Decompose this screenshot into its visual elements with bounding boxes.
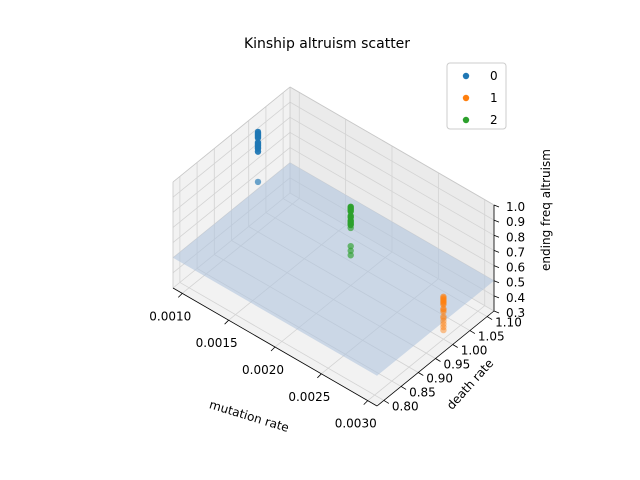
z-tick-mark [493, 310, 500, 314]
y-tick-label: 1.05 [478, 330, 505, 344]
data-point-series-2 [347, 224, 354, 232]
z-tick-mark [493, 280, 500, 284]
legend-marker [462, 72, 470, 80]
pane-edge [289, 86, 495, 206]
data-point-series-1 [440, 308, 447, 316]
z-tick-label: 0.9 [506, 215, 525, 229]
x-tick-label: 0.0010 [149, 309, 191, 323]
data-point-series-2 [347, 252, 354, 259]
data-point-series-1 [440, 326, 447, 334]
z-tick-label: 0.6 [506, 261, 525, 275]
data-point-series-1 [440, 305, 447, 313]
data-point-series-1 [440, 323, 447, 331]
data-point-series-1 [440, 314, 447, 322]
y-tick-mark [469, 330, 476, 334]
x-tick-mark [270, 346, 276, 352]
x-tick-label: 0.0025 [288, 390, 330, 404]
legend-marker [462, 94, 470, 102]
z-tick-mark [493, 250, 500, 253]
z-tick-label: 0.7 [506, 245, 525, 259]
data-point-series-2 [347, 247, 354, 254]
z-gridline [172, 147, 291, 243]
z-axis-label: ending freq altruism [539, 149, 553, 271]
x-tick-label: 0.0020 [242, 363, 284, 377]
z-tick-label: 0.8 [506, 230, 525, 244]
data-point-series-0 [254, 134, 262, 142]
data-point-series-1 [440, 313, 447, 320]
z-tick-label: 0.4 [506, 291, 525, 305]
x-tick-label: 0.0030 [335, 417, 377, 431]
pane-edge [172, 86, 291, 183]
z-tick-mark [493, 219, 500, 223]
z-gridline [289, 101, 495, 221]
y-tick-mark [452, 344, 458, 348]
z-gridline [289, 147, 495, 266]
x-tick-mark [363, 400, 369, 405]
y-tick-mark [383, 400, 390, 404]
data-point-series-1 [440, 320, 447, 328]
y-tick-mark [486, 316, 493, 320]
x-tick-mark [224, 319, 229, 325]
y-tick-label: 0.90 [426, 371, 453, 385]
data-point-series-1 [440, 307, 447, 314]
y-tick-mark [400, 386, 407, 390]
legend-marker [462, 116, 470, 124]
legend-label: 1 [490, 91, 498, 105]
z-tick-mark [493, 204, 500, 208]
legend-label: 2 [490, 113, 498, 127]
z-tick-mark [493, 234, 500, 238]
data-point-series-2 [347, 242, 354, 250]
z-tick-mark [493, 265, 500, 268]
z-gridline [289, 116, 495, 236]
z-gridline [172, 101, 291, 198]
z-tick-mark [493, 295, 500, 299]
y-gridline [179, 282, 385, 401]
y-tick-mark [435, 358, 441, 362]
data-point-series-2 [347, 208, 354, 215]
y-tick-label: 1.10 [495, 316, 522, 330]
z-tick-label: 1.0 [506, 200, 525, 214]
z-gridline [289, 132, 495, 251]
fitted-plane [173, 162, 494, 376]
y-tick-label: 0.85 [409, 385, 436, 399]
legend-label: 0 [490, 69, 498, 83]
z-tick-label: 0.5 [506, 276, 525, 290]
data-point-series-0 [254, 148, 262, 155]
y-tick-label: 0.80 [392, 399, 419, 413]
y-tick-label: 1.00 [461, 344, 488, 358]
x-tick-label: 0.0015 [196, 336, 238, 350]
chart-title: Kinship altruism scatter [244, 36, 410, 52]
x-tick-mark [177, 293, 183, 298]
data-point-series-0 [254, 178, 262, 186]
legend-box [446, 62, 507, 130]
z-gridline [172, 132, 291, 228]
y-tick-label: 0.95 [444, 358, 471, 372]
x-tick-mark [317, 373, 322, 379]
z-gridline [172, 116, 291, 213]
data-point-series-1 [440, 317, 447, 325]
data-point-series-1 [440, 301, 447, 308]
y-tick-mark [418, 372, 424, 376]
z-tick-label: 0.3 [506, 306, 525, 320]
